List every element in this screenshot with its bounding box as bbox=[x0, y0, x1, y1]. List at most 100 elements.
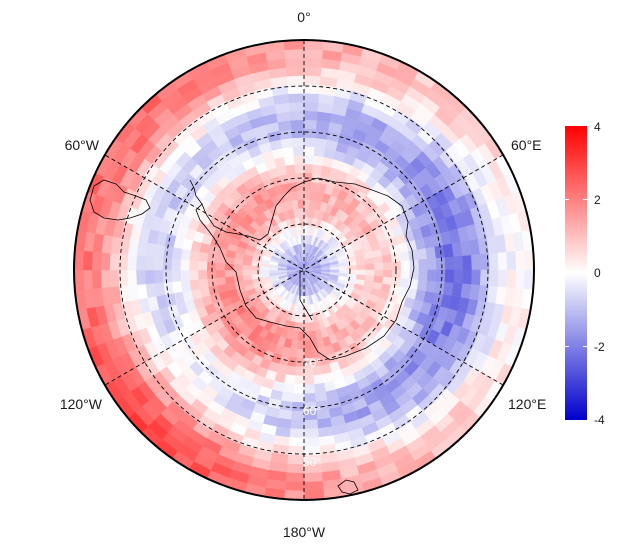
field-cell bbox=[303, 181, 313, 192]
field-cell bbox=[373, 255, 384, 265]
field-cell bbox=[462, 269, 473, 285]
field-cell bbox=[286, 75, 305, 86]
field-cell bbox=[374, 269, 384, 278]
field-cell bbox=[303, 190, 312, 200]
field-cell bbox=[295, 172, 305, 183]
field-cell bbox=[515, 250, 526, 271]
field-cell bbox=[303, 393, 316, 404]
field-cell bbox=[285, 472, 305, 483]
lon-label-180w: 180°W bbox=[283, 524, 326, 540]
field-cell bbox=[292, 384, 305, 395]
colorbar-gradient bbox=[565, 126, 587, 420]
field-cell bbox=[135, 255, 146, 271]
field-cell bbox=[287, 445, 305, 457]
field-cell bbox=[303, 66, 323, 77]
field-cell bbox=[268, 269, 278, 274]
field-cell bbox=[300, 234, 305, 244]
field-cell bbox=[365, 263, 376, 271]
field-cell bbox=[303, 110, 319, 121]
field-cell bbox=[117, 253, 129, 271]
field-cell bbox=[206, 277, 218, 288]
field-cell bbox=[303, 437, 320, 448]
antarctic-peninsula bbox=[189, 179, 203, 205]
field-cell bbox=[126, 254, 137, 271]
field-cell bbox=[296, 190, 305, 200]
field-cell bbox=[390, 252, 402, 263]
field-cell bbox=[497, 269, 508, 289]
colorbar-tick-0: 0 bbox=[594, 266, 601, 280]
field-cell bbox=[206, 269, 217, 279]
field-cell bbox=[282, 382, 295, 394]
field-cell bbox=[293, 154, 305, 165]
field-cell bbox=[515, 269, 526, 290]
field-cell bbox=[286, 454, 305, 465]
field-cell bbox=[303, 340, 312, 350]
field-cell bbox=[241, 269, 252, 276]
lon-label-60w: 60°W bbox=[65, 137, 100, 153]
field-cell bbox=[303, 136, 316, 147]
field-cell bbox=[294, 163, 305, 174]
field-cell bbox=[170, 269, 181, 282]
field-cell bbox=[290, 119, 305, 130]
field-cell bbox=[453, 269, 464, 285]
field-cell bbox=[506, 251, 517, 271]
field-cell bbox=[179, 258, 190, 271]
field-cell bbox=[444, 269, 455, 284]
new-zealand-coastline bbox=[337, 479, 359, 495]
field-cell bbox=[224, 262, 234, 271]
field-cell bbox=[100, 251, 111, 271]
field-cell bbox=[180, 279, 192, 292]
field-cell bbox=[289, 190, 299, 201]
field-cell bbox=[303, 419, 319, 430]
field-cell bbox=[289, 428, 305, 439]
field-cell bbox=[391, 269, 402, 279]
field-cell bbox=[471, 269, 482, 286]
lon-label-120e: 120°E bbox=[508, 396, 546, 412]
field-cell bbox=[303, 128, 317, 139]
lon-label-120w: 120°W bbox=[60, 396, 103, 412]
field-cell bbox=[283, 155, 296, 166]
field-cell bbox=[506, 269, 517, 289]
field-cell bbox=[188, 259, 199, 271]
field-cell bbox=[427, 258, 438, 271]
field-cell bbox=[289, 110, 305, 121]
lat-label-70: 70° bbox=[303, 356, 321, 370]
graticule bbox=[104, 40, 504, 500]
field-cell bbox=[292, 145, 305, 156]
field-cell bbox=[91, 269, 102, 289]
field-cell bbox=[303, 57, 323, 68]
lon-label-60e: 60°E bbox=[511, 137, 542, 153]
field-cell bbox=[283, 40, 305, 50]
field-cell bbox=[313, 146, 326, 158]
field-cell bbox=[206, 261, 217, 271]
field-cell bbox=[282, 146, 295, 158]
field-cell bbox=[224, 269, 234, 278]
field-cell bbox=[374, 262, 384, 271]
field-cell bbox=[364, 257, 375, 265]
field-cell bbox=[283, 374, 296, 385]
ice-shelf-line bbox=[299, 270, 313, 321]
field-cell bbox=[285, 463, 305, 474]
field-cell bbox=[399, 251, 411, 262]
field-cell bbox=[144, 255, 155, 271]
field-cell bbox=[435, 257, 446, 271]
south-america-coastline bbox=[89, 179, 151, 221]
field-cell bbox=[400, 269, 411, 280]
field-cell bbox=[303, 119, 318, 130]
field-cell bbox=[303, 296, 308, 306]
field-cell bbox=[74, 269, 84, 291]
field-cell bbox=[312, 374, 325, 385]
lat-label-50: 50° bbox=[303, 455, 321, 469]
field-cell bbox=[299, 225, 305, 236]
anomaly-field bbox=[74, 40, 534, 500]
field-cell bbox=[330, 266, 340, 271]
field-cell bbox=[170, 258, 181, 271]
field-cell bbox=[356, 264, 367, 271]
field-cell bbox=[303, 375, 315, 386]
field-cell bbox=[285, 66, 305, 77]
field-cell bbox=[288, 437, 305, 448]
field-cell bbox=[391, 261, 402, 271]
field-cell bbox=[303, 489, 325, 500]
field-cell bbox=[338, 265, 349, 271]
